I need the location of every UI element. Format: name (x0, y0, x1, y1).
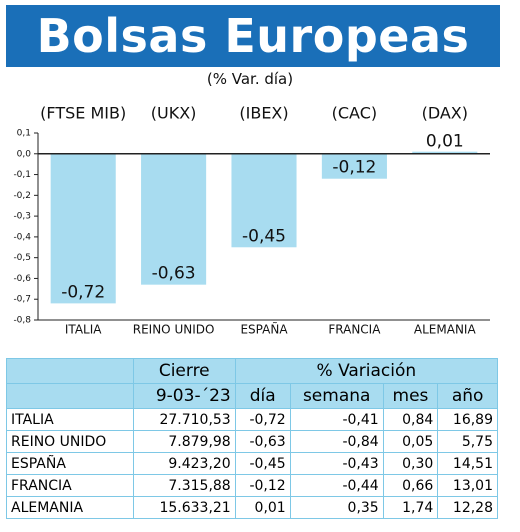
header-cell: día (234, 383, 291, 409)
cell: 14,51 (437, 452, 498, 475)
header-cell: % Variación (234, 358, 499, 384)
cell: 7.879,98 (132, 430, 236, 453)
title: Bolsas Europeas (6, 5, 500, 67)
y-tick-label: -0,7 (13, 295, 31, 305)
bar (412, 151, 478, 154)
row-label: ESPAÑA (6, 452, 134, 475)
cell: -0,41 (289, 408, 384, 431)
cell: -0,12 (234, 474, 291, 497)
row-label: ITALIA (6, 408, 134, 431)
cell: -0,44 (289, 474, 384, 497)
cell: 5,75 (437, 430, 498, 453)
table-row: FRANCIA 7.315,88 -0,12 -0,44 0,66 13,01 (6, 474, 498, 497)
index-label: (FTSE MIB) (40, 104, 126, 123)
table-row: ESPAÑA 9.423,20 -0,45 -0,43 0,30 14,51 (6, 452, 498, 475)
cell: 12,28 (437, 496, 498, 519)
value-label: -0,63 (152, 264, 196, 284)
cell: 1,74 (382, 496, 439, 519)
cell: 0,05 (382, 430, 439, 453)
cell: 0,01 (234, 496, 291, 519)
y-tick-label: -0,4 (13, 232, 31, 242)
cell: 15.633,21 (132, 496, 236, 519)
cell: -0,72 (234, 408, 291, 431)
cell: 0,30 (382, 452, 439, 475)
value-label: -0,45 (242, 226, 286, 246)
y-tick-label: -0,5 (13, 253, 31, 263)
cell: 0,35 (289, 496, 384, 519)
header-cell: mes (382, 383, 439, 409)
value-label: 0,01 (426, 132, 464, 152)
header-cell: año (437, 383, 498, 409)
index-label: (CAC) (332, 104, 378, 123)
row-label: FRANCIA (6, 474, 134, 497)
bar (50, 153, 116, 304)
cell: -0,63 (234, 430, 291, 453)
header-cell: semana (289, 383, 384, 409)
index-label: (IBEX) (239, 104, 288, 123)
cell: 16,89 (437, 408, 498, 431)
header-cell (6, 358, 134, 384)
y-tick-label: -0,3 (13, 212, 31, 222)
cell: -0,84 (289, 430, 384, 453)
index-label: (UKX) (151, 104, 197, 123)
bar (231, 153, 297, 248)
cell: -0,45 (234, 452, 291, 475)
x-tick-label: REINO UNIDO (133, 323, 215, 337)
cell: 13,01 (437, 474, 498, 497)
x-tick-label: ESPAÑA (240, 322, 288, 337)
data-table: Cierre % Variación 9-03-´23 día semana m… (6, 358, 499, 519)
x-tick-label: ITALIA (65, 323, 102, 337)
y-tick-label: -0,6 (13, 274, 31, 284)
index-label: (DAX) (422, 104, 468, 123)
cell: 0,84 (382, 408, 439, 431)
table-row: ITALIA 27.710,53 -0,72 -0,41 0,84 16,89 (6, 408, 498, 431)
y-tick-label: 0,0 (17, 149, 32, 159)
value-label: -0,72 (61, 282, 105, 302)
cell: -0,43 (289, 452, 384, 475)
subtitle: (% Var. día) (206, 70, 294, 88)
y-tick-label: -0,8 (13, 316, 31, 326)
y-tick-label: 0,1 (17, 129, 31, 139)
header-cell: Cierre (132, 358, 236, 384)
x-tick-label: ALEMANIA (414, 323, 477, 337)
header-cell: 9-03-´23 (132, 383, 236, 409)
bar (321, 153, 387, 179)
bar (141, 153, 207, 285)
chart: 0,1 0,0 -0,1 -0,2 -0,3 -0,4 -0,5 -0,6 -0,7 -0,8 -0… (13, 104, 490, 337)
x-tick-label: FRANCIA (328, 323, 381, 337)
header-cell (6, 383, 134, 409)
row-label: REINO UNIDO (6, 430, 134, 453)
header-row: Cierre % Variación (6, 358, 499, 384)
table-row: ALEMANIA 15.633,21 0,01 0,35 1,74 12,28 (6, 496, 498, 519)
cell: 27.710,53 (132, 408, 236, 431)
cell: 9.423,20 (132, 452, 236, 475)
y-tick-label: -0,2 (13, 191, 31, 201)
table-row: REINO UNIDO 7.879,98 -0,63 -0,84 0,05 5,75 (6, 430, 498, 453)
cell: 7.315,88 (132, 474, 236, 497)
y-tick-label: -0,1 (13, 170, 31, 180)
cell: 0,66 (382, 474, 439, 497)
value-label: -0,12 (332, 158, 376, 178)
row-label: ALEMANIA (6, 496, 134, 519)
header-row: 9-03-´23 día semana mes año (6, 383, 498, 409)
